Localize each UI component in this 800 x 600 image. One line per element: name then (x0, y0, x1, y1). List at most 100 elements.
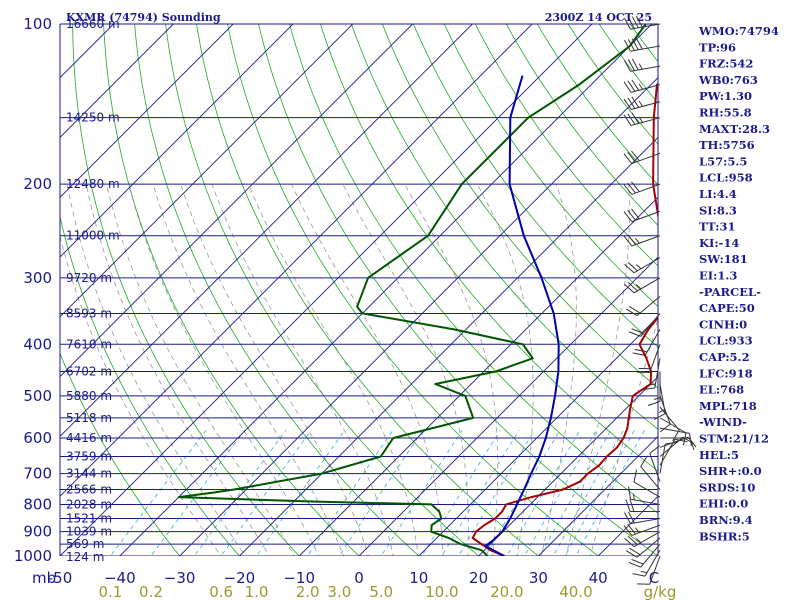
wind-barb-staff (644, 549, 661, 577)
wind-barb-half-flag (632, 493, 635, 501)
wind-barb-staff (654, 358, 661, 388)
wind-barb-flag (627, 261, 638, 272)
pressure-tick-label: 1000 (14, 547, 52, 565)
sounding-index: HEL:5 (699, 448, 739, 462)
wind-barb-flag (627, 535, 638, 546)
wind-barbs (623, 15, 697, 585)
wind-barb-flag (627, 97, 636, 109)
wind-barb-flag (627, 511, 635, 524)
wind-barb-flag (631, 558, 644, 565)
wind-barb (640, 455, 661, 490)
sounding-index: L57:5.5 (699, 154, 747, 168)
mixing-ratio-line (109, 429, 207, 556)
height-label: 5880 m (66, 389, 112, 403)
temperature-tick-label: −30 (164, 569, 196, 587)
wind-barb-half-flag (635, 538, 642, 544)
pressure-tick-label: 400 (23, 335, 52, 353)
height-label: 2566 m (66, 483, 112, 497)
height-label: 1521 m (66, 511, 112, 525)
wind-barb-flag (627, 80, 636, 92)
wind-barb-flag (635, 15, 643, 28)
wind-barb-staff (631, 210, 661, 223)
wind-barb-staff (659, 395, 671, 425)
wind-barb-flag (623, 114, 632, 126)
wind-barb (623, 112, 661, 126)
wind-barb-half-flag (638, 83, 644, 90)
moist-adiabat-line (85, 184, 270, 556)
sounding-index: BSHR:5 (699, 529, 750, 543)
mixing-ratio-line (552, 429, 624, 556)
wind-barb-staff (636, 537, 661, 558)
sounding-index: CINH:0 (699, 317, 747, 331)
height-label: 7610 m (66, 337, 112, 351)
wind-barb-flag (627, 523, 636, 535)
parcel-trace (484, 75, 560, 556)
wind-barb-flag (634, 348, 648, 353)
wind-barb (649, 445, 661, 482)
sounding-index: TH:5756 (699, 138, 755, 152)
isotherm-line (60, 24, 474, 438)
wind-barb (624, 257, 661, 274)
wind-barb-staff (630, 517, 661, 525)
moist-adiabat-line (60, 234, 222, 556)
height-label: 3759 m (66, 449, 112, 463)
mixing-ratio-line (506, 429, 581, 556)
wind-barb-flag (640, 455, 648, 467)
sounding-index: EI:1.3 (699, 269, 737, 283)
wind-barb-flag (689, 433, 692, 446)
wind-barb-half-flag (635, 264, 642, 270)
wind-barb-flag (623, 39, 631, 52)
wind-barb-flag (624, 537, 635, 548)
height-label: 124 m (66, 550, 104, 564)
isotherm-line (178, 76, 658, 556)
mixing-ratio-line (193, 429, 287, 556)
sounding-index: -PARCEL- (699, 285, 761, 299)
height-label: 9720 m (66, 271, 112, 285)
isotherm-line (60, 24, 234, 198)
wind-barb-flag (623, 525, 633, 536)
wind-barb-staff (631, 183, 661, 195)
wind-barb-flag (631, 150, 640, 162)
wind-barb-flag (623, 81, 632, 93)
isotherm-line (60, 24, 593, 556)
wind-barb-flag (628, 331, 641, 337)
wind-barb-staff (633, 277, 661, 294)
wind-barb (633, 469, 661, 498)
mixing-ratio-unit-label: g/kg (644, 583, 677, 600)
wind-barb-flag (631, 58, 639, 71)
temperature-tick-label: -50 (48, 569, 73, 587)
sounding-index: LCL:933 (699, 334, 753, 348)
sounding-index: WMO:74794 (698, 24, 779, 38)
isotherm-line (477, 375, 658, 556)
wind-barb-staff (649, 453, 661, 482)
mixing-ratio-label: 5.0 (369, 583, 393, 600)
temperature-tick-label: −10 (283, 569, 315, 587)
temperature-tick-label: 20 (469, 569, 488, 587)
sounding-index: LCL:958 (699, 171, 753, 185)
sounding-index: EHI:0.0 (699, 497, 748, 511)
temperature-tick-label: C (649, 569, 659, 587)
wind-barb (653, 383, 666, 421)
isotherm-line (298, 196, 658, 556)
wind-barb (624, 277, 661, 294)
wind-barb (628, 543, 661, 568)
wind-barb-flag (625, 499, 631, 512)
mixing-ratio-label: 40.0 (559, 583, 592, 600)
wind-barb-half-flag (635, 527, 640, 533)
wind-barb-flag (631, 96, 640, 108)
temperature-tick-label: −20 (224, 569, 256, 587)
wind-barb (659, 395, 671, 433)
mixing-ratio-label: 10.0 (425, 583, 458, 600)
wind-barb-flag (635, 37, 643, 50)
wind-barb-flag (627, 113, 636, 125)
pressure-tick-label: 200 (23, 175, 52, 193)
isotherm-line (60, 24, 294, 258)
pressure-tick-label: 600 (23, 429, 52, 447)
wind-barb-staff (630, 101, 661, 110)
wind-barb (659, 417, 687, 446)
wind-barb-flag (623, 17, 631, 30)
mixing-ratio-line (256, 429, 346, 556)
moist-adiabat-line (211, 183, 394, 556)
sounding-index: LFC:918 (699, 366, 753, 380)
wind-barb (637, 555, 661, 585)
